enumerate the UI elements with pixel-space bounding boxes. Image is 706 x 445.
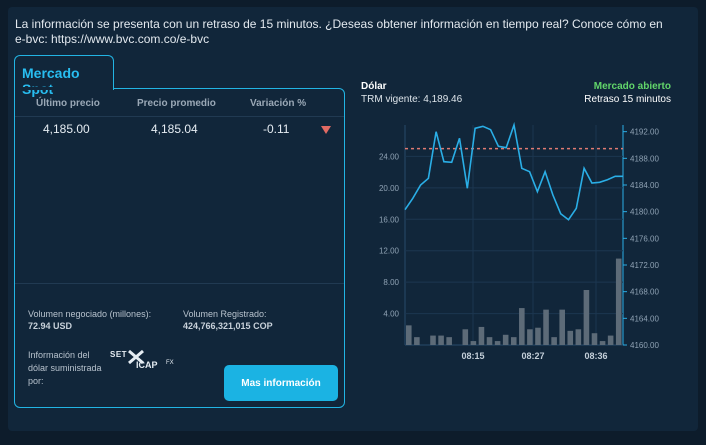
volume-bar <box>535 327 541 345</box>
volume-bar <box>446 337 452 345</box>
left-tick-label: 8.00 <box>383 278 399 287</box>
right-axis: 4192.00 4188.00 4184.00 4180.00 4176.00 4172.… <box>623 128 659 350</box>
x-tick-label: 08:36 <box>584 351 607 361</box>
volume-traded-value: 72.94 USD <box>28 321 73 331</box>
spot-card <box>14 88 345 408</box>
x-axis: 08:15 08:27 08:36 <box>461 351 607 361</box>
delay-label: Retraso 15 minutos <box>584 94 671 105</box>
set-icap-fx-logo: SET ICAP FX <box>110 348 190 370</box>
right-tick-label: 4160.00 <box>630 341 659 350</box>
volume-bar <box>575 329 582 345</box>
header-avg-price: Precio promedio <box>137 98 216 109</box>
volume-bar <box>519 308 525 345</box>
tab-label: Mercado Spot <box>22 65 80 97</box>
logo-fx-text: FX <box>166 360 174 366</box>
logo-icap-text: ICAP <box>136 360 158 370</box>
volume-bar <box>527 329 533 345</box>
x-tick-label: 08:15 <box>461 351 484 361</box>
more-info-button[interactable]: Mas información <box>224 365 338 401</box>
logo-mark-icon <box>128 349 144 365</box>
right-tick-label: 4176.00 <box>630 234 659 243</box>
volume-registered-value: 424,766,321,015 COP <box>183 321 273 331</box>
section-divider <box>15 283 344 284</box>
volume-bar <box>583 290 590 345</box>
volume-bar <box>494 341 501 345</box>
volume-bar <box>510 337 517 345</box>
volume-bar <box>438 335 444 345</box>
volume-bar <box>478 326 485 345</box>
right-tick-label: 4168.00 <box>630 288 659 297</box>
tab-joint <box>15 87 113 90</box>
volume-bar <box>462 329 469 345</box>
chart-title: Dólar <box>361 81 387 92</box>
header-divider <box>15 116 344 117</box>
volume-bar <box>607 335 614 345</box>
volume-bar <box>486 337 493 345</box>
volume-bar <box>551 337 557 345</box>
volume-bar <box>406 325 412 345</box>
tab-mercado-spot[interactable]: Mercado Spot <box>14 55 114 97</box>
provider-label: Información del dólar suministrada por: <box>28 350 102 386</box>
avg-price-value: 4,185.04 <box>151 122 198 136</box>
volume-bar <box>559 309 565 345</box>
header-variation: Variación % <box>250 98 307 109</box>
left-tick-label: 20.00 <box>379 184 400 193</box>
volume-bar <box>615 258 622 345</box>
market-status-badge: Mercado abierto <box>593 81 671 92</box>
volume-bar <box>543 309 549 345</box>
right-tick-label: 4180.00 <box>630 208 659 217</box>
volume-bar <box>470 341 477 345</box>
left-tick-label: 24.00 <box>379 152 400 161</box>
left-tick-label: 16.00 <box>379 215 400 224</box>
volume-traded-label: Volumen negociado (millones): <box>28 309 152 319</box>
volume-bar <box>567 330 574 345</box>
x-tick-label: 08:27 <box>521 351 544 361</box>
right-tick-label: 4192.00 <box>630 128 659 137</box>
left-tick-label: 12.00 <box>379 247 400 256</box>
price-line <box>404 121 623 221</box>
right-tick-label: 4184.00 <box>630 181 659 190</box>
right-tick-label: 4164.00 <box>630 314 659 323</box>
right-tick-label: 4188.00 <box>630 154 659 163</box>
logo-set-text: SET <box>110 350 128 359</box>
last-price-value: 4,185.00 <box>43 122 90 136</box>
left-axis: 24.00 20.00 16.00 12.00 8.00 4.00 <box>379 152 400 318</box>
trm-value: TRM vigente: 4,189.46 <box>361 94 463 105</box>
volume-bar <box>414 337 420 345</box>
volume-bars <box>406 258 622 345</box>
chart-grid <box>404 125 624 346</box>
delay-notice: La información se presenta con un retras… <box>15 17 663 46</box>
down-triangle-icon <box>321 126 331 134</box>
dollar-chart[interactable]: 24.00 20.00 16.00 12.00 8.00 4.00 4192.00 4188… <box>355 115 675 370</box>
volume-bar <box>599 341 606 345</box>
volume-bar <box>430 335 436 345</box>
volume-bar <box>502 334 509 345</box>
header-last-price: Último precio <box>36 98 100 109</box>
volume-registered-label: Volumen Registrado: <box>183 309 267 319</box>
variation-value: -0.11 <box>263 122 290 136</box>
right-tick-label: 4172.00 <box>630 261 659 270</box>
volume-bar <box>591 333 598 345</box>
left-tick-label: 4.00 <box>383 310 399 319</box>
price-series-line <box>404 121 623 221</box>
